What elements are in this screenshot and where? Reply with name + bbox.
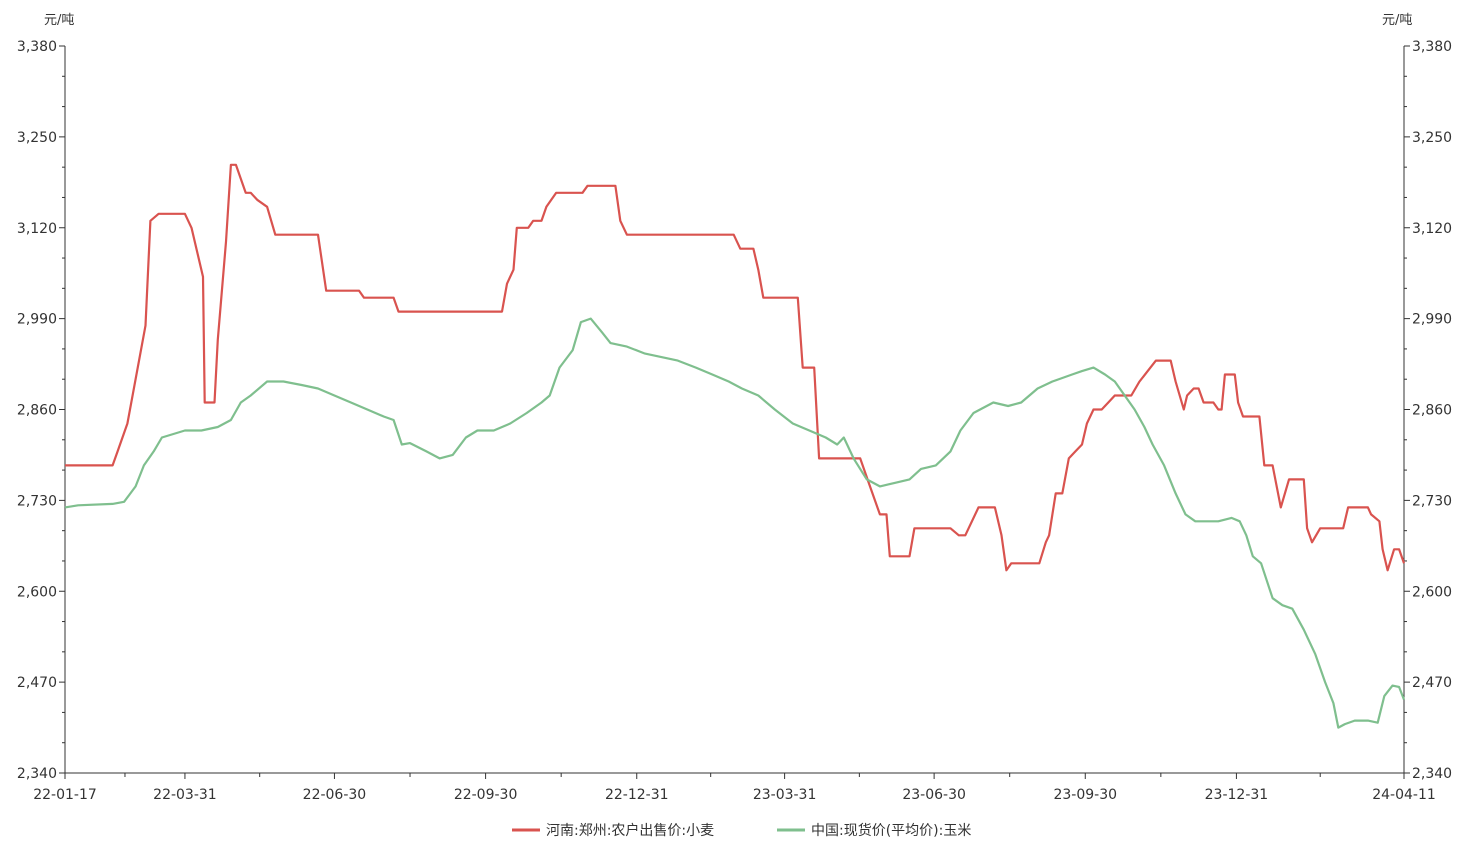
x-tick-label: 24-04-11 [1372,787,1436,803]
legend-label-1: 河南:郑州:农户出售价:小麦 [546,822,714,839]
y-unit-right: 元/吨 [1382,13,1412,28]
y-tick-label-right: 3,120 [1412,221,1452,237]
y-tick-label-right: 2,470 [1412,675,1452,691]
y-tick-label-left: 3,380 [17,39,57,55]
y-tick-label-right: 2,340 [1412,766,1452,782]
y-tick-label-left: 2,470 [17,675,57,691]
x-tick-label: 23-09-30 [1053,787,1117,803]
y-tick-label-left: 3,250 [17,130,57,146]
x-tick-label: 23-12-31 [1205,787,1269,803]
x-tick-label: 22-12-31 [605,787,669,803]
x-tick-label: 22-01-17 [33,787,97,803]
series-layer [64,163,1406,729]
x-tick-label: 23-06-30 [902,787,966,803]
y-tick-label-right: 3,250 [1412,130,1452,146]
y-unit-left: 元/吨 [44,13,74,28]
legend-label-2: 中国:现货价(平均价):玉米 [811,822,971,839]
y-tick-label-left: 2,730 [17,493,57,509]
y-tick-label-left: 2,340 [17,766,57,782]
y-tick-label-left: 2,990 [17,312,57,328]
legend: 河南:郑州:农户出售价:小麦 中国:现货价(平均价):玉米 [512,822,971,839]
x-tick-label: 23-03-31 [753,787,817,803]
x-tick-label: 22-03-31 [153,787,217,803]
y-tick-label-left: 2,860 [17,403,57,419]
y-tick-label-right: 2,860 [1412,403,1452,419]
y-tick-label-right: 2,730 [1412,493,1452,509]
y-tick-label-right: 2,600 [1412,584,1452,600]
axes: 2,340 2,340 2,470 2,470 2,600 2,600 2,730 2,730… [17,39,1452,803]
y-tick-label-right: 2,990 [1412,312,1452,328]
series-line-1 [65,163,1406,572]
y-tick-label-right: 3,380 [1412,39,1452,55]
y-tick-label-left: 2,600 [17,584,57,600]
x-tick-label: 22-09-30 [454,787,518,803]
y-tick-label-left: 3,120 [17,221,57,237]
x-tick-label: 22-06-30 [303,787,367,803]
series-line-2 [64,317,1406,729]
